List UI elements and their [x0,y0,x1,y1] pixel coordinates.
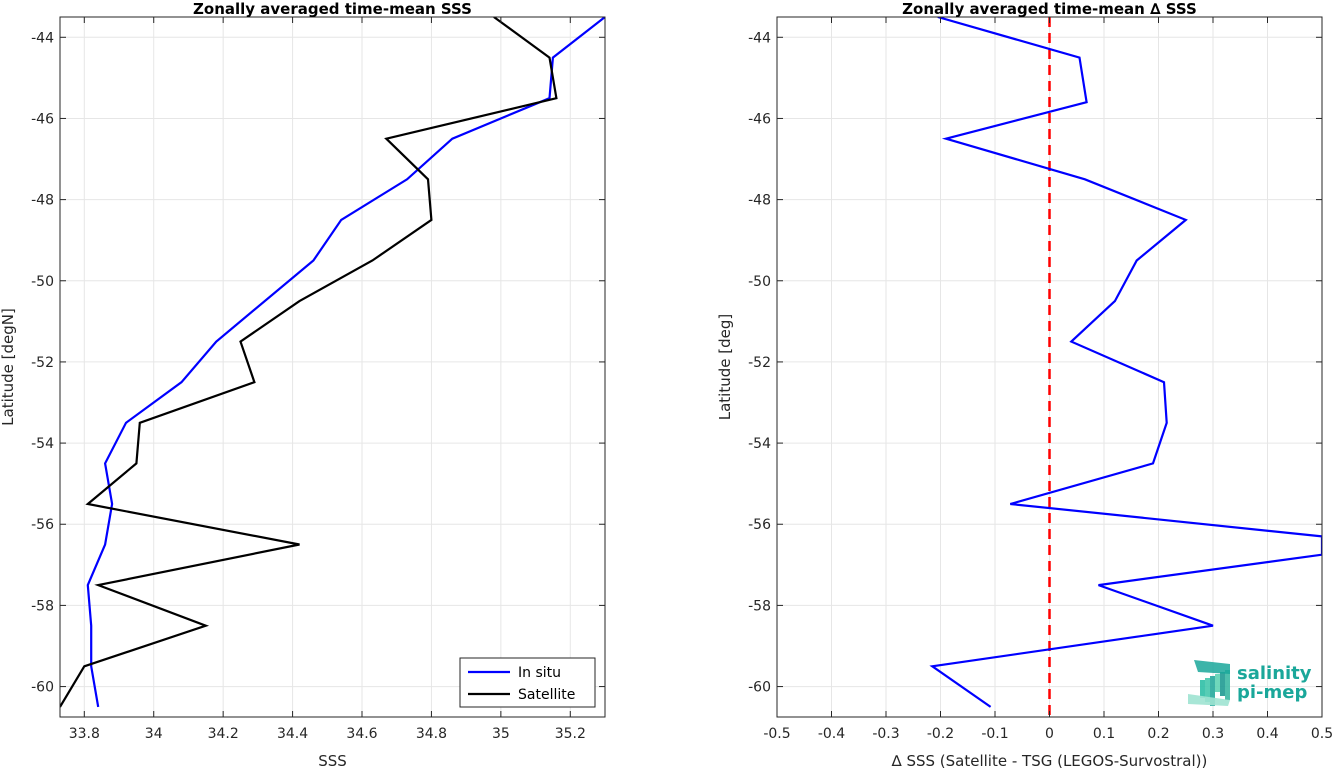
y-tick-label: -52 [748,355,771,371]
x-tick-label: 35 [492,726,510,742]
plot-area [60,17,605,717]
x-tick-label: 34.6 [346,726,377,742]
chart-title: Zonally averaged time-mean ∆ SSS [902,0,1197,18]
legend-label: Satellite [518,687,575,703]
logo-bar [1225,670,1230,700]
logo-text-pi-mep: pi-mep [1237,682,1307,703]
logo-top [1194,660,1230,674]
x-tick-label: -0.1 [981,726,1008,742]
logo-wave [1188,694,1230,706]
y-axis-label: Latitude [degN] [0,308,17,426]
y-tick-label: -50 [748,274,771,290]
series-line-delta-sss [929,17,1322,708]
y-tick-label: -58 [748,598,771,614]
y-tick-label: -56 [748,517,771,533]
y-tick-label: -52 [31,355,54,371]
logo-text-salinity: salinity [1237,663,1312,684]
x-tick-label: 34.8 [416,726,447,742]
y-tick-label: -44 [31,30,54,46]
y-tick-label: -46 [31,111,54,127]
chart-title: Zonally averaged time-mean SSS [193,0,472,18]
x-axis-label: ∆ SSS (Satellite - TSG (LEGOS-Survostral… [891,752,1208,769]
x-tick-label: 34 [145,726,163,742]
y-tick-label: -56 [31,517,54,533]
y-tick-label: -44 [748,30,771,46]
x-tick-label: 0.1 [1093,726,1115,742]
x-tick-label: -0.5 [763,726,790,742]
y-tick-label: -60 [748,680,771,696]
y-tick-label: -48 [748,193,771,209]
legend-box [459,657,596,708]
series-line-in-situ [86,17,605,708]
y-tick-label: -60 [31,680,54,696]
y-tick-label: -48 [31,193,54,209]
x-tick-label: -0.3 [872,726,899,742]
axes-box [59,16,606,718]
series-line-satellite [60,17,558,708]
x-tick-label: -0.2 [927,726,954,742]
legend-label: In situ [518,665,561,681]
x-tick-label: 33.8 [69,726,100,742]
logo-bar [1210,676,1215,706]
y-axis-label: Latitude [deg] [716,314,734,420]
x-tick-label: 0.2 [1147,726,1169,742]
x-tick-label: 0.4 [1256,726,1278,742]
logo-bar [1215,674,1220,692]
logo-bar [1200,680,1205,698]
y-tick-label: -54 [748,436,771,452]
logo-bar [1220,672,1225,696]
x-tick-label: 0.5 [1311,726,1333,742]
x-tick-label: -0.4 [818,726,845,742]
x-tick-label: 34.4 [277,726,308,742]
logo-bar [1205,678,1210,702]
x-tick-label: 35.2 [555,726,586,742]
x-tick-label: 0.3 [1202,726,1224,742]
sss-panel: 33.8 34 34.2 34.4 34.6 34.8 35 35.2 -44 -46 -48 -50… [0,0,606,769]
legend: In situ Satellite [459,657,596,708]
x-axis-label: SSS [318,752,347,769]
y-tick-label: -58 [31,598,54,614]
y-tick-label: -50 [31,274,54,290]
y-tick-label: -54 [31,436,54,452]
x-tick-label: 34.2 [208,726,239,742]
y-tick-label: -46 [748,111,771,127]
x-tick-label: 0 [1045,726,1054,742]
delta-sss-panel: -0.5 -0.4 -0.3 -0.2 -0.1 0 0.1 0.2 0.3 0.4 0.5 -44 -… [716,0,1333,769]
